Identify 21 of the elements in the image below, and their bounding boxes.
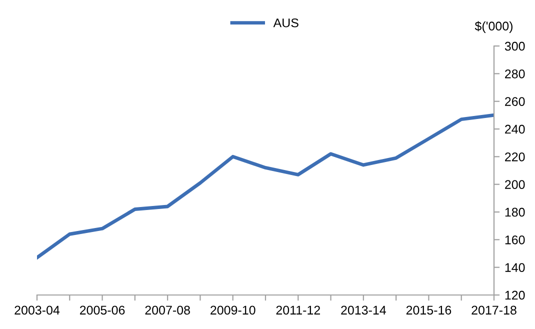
y-tick-label: 200 bbox=[505, 180, 525, 189]
x-tick-label: 2017-18 bbox=[472, 306, 516, 315]
y-tick-label: 180 bbox=[505, 208, 525, 217]
y-tick-label: 240 bbox=[505, 124, 525, 134]
y-tick-label: 260 bbox=[505, 97, 525, 106]
x-tick-label: 2015-16 bbox=[406, 306, 452, 315]
legend-label: AUS bbox=[273, 18, 298, 28]
line-series bbox=[37, 113, 494, 260]
y-tick-label: 140 bbox=[505, 263, 525, 272]
y-tick-label: 300 bbox=[504, 42, 525, 51]
y-tick-label: 280 bbox=[505, 69, 525, 78]
y-tick-label: 120 bbox=[505, 290, 525, 300]
x-tick-label: 2005-06 bbox=[80, 306, 125, 315]
y-axis-title: $('000) bbox=[474, 21, 512, 33]
x-tick-label: 2011-12 bbox=[276, 306, 320, 315]
x-tick-label: 2013-14 bbox=[341, 306, 386, 315]
x-tick-label: 2009-10 bbox=[210, 306, 256, 315]
y-tick-label: 220 bbox=[505, 152, 525, 162]
x-tick-label: 2007-08 bbox=[145, 306, 190, 315]
x-tick-label: 2003-04 bbox=[14, 306, 60, 315]
y-tick-label: 160 bbox=[505, 235, 525, 244]
